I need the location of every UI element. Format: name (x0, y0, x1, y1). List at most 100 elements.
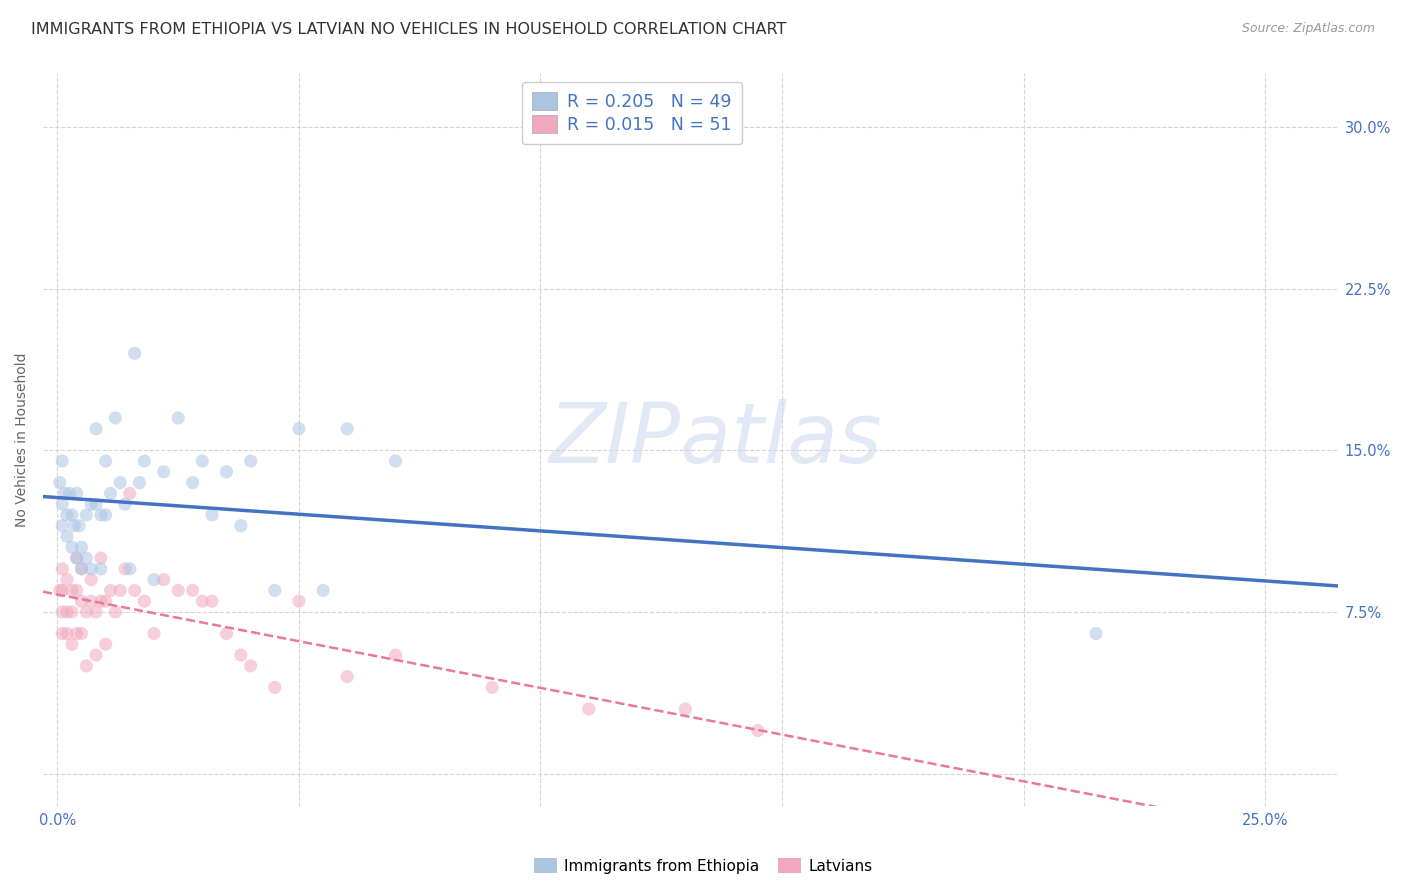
Point (56, 508, 79, 522)
Point (229, 648, 252, 662)
Text: IMMIGRANTS FROM ETHIOPIA VS LATVIAN NO VEHICLES IN HOUSEHOLD CORRELATION CHART: IMMIGRANTS FROM ETHIOPIA VS LATVIAN NO V… (31, 22, 786, 37)
Point (66, 551, 89, 566)
Point (118, 486, 141, 500)
Point (108, 475, 131, 490)
Point (288, 594, 311, 608)
Point (384, 648, 406, 662)
Point (100, 486, 122, 500)
Point (312, 583, 335, 598)
Point (263, 583, 285, 598)
Legend: R = 0.205   N = 49, R = 0.015   N = 51: R = 0.205 N = 49, R = 0.015 N = 51 (522, 82, 742, 145)
Point (104, 411, 127, 425)
Point (70, 562, 93, 576)
Point (56, 529, 79, 543)
Point (90, 594, 112, 608)
Point (1085, 626, 1108, 640)
Point (53, 486, 76, 500)
Point (80, 573, 103, 587)
Point (134, 594, 156, 608)
Point (124, 583, 146, 598)
Point (60, 508, 83, 522)
Point (51, 562, 73, 576)
Point (84, 605, 107, 619)
Point (114, 497, 136, 511)
Point (191, 454, 214, 468)
Point (56, 626, 79, 640)
Point (90, 508, 112, 522)
Point (49, 583, 72, 598)
Point (75, 605, 97, 619)
Point (60, 583, 83, 598)
Point (108, 583, 131, 598)
Point (51, 497, 73, 511)
Point (201, 594, 224, 608)
Point (124, 346, 146, 360)
Point (70, 626, 93, 640)
Point (747, 723, 769, 738)
Point (94, 508, 117, 522)
Point (336, 422, 359, 436)
Point (49, 475, 72, 490)
Point (84, 422, 107, 436)
Point (75, 658, 97, 673)
Y-axis label: No Vehicles in Household: No Vehicles in Household (15, 352, 30, 527)
Point (239, 658, 262, 673)
Point (288, 422, 311, 436)
Point (80, 497, 103, 511)
Point (128, 475, 150, 490)
Point (56, 605, 79, 619)
Point (51, 518, 73, 533)
Point (60, 541, 83, 555)
Point (94, 594, 117, 608)
Point (481, 681, 503, 695)
Point (66, 486, 89, 500)
Point (143, 626, 166, 640)
Point (215, 465, 238, 479)
Point (80, 562, 103, 576)
Point (100, 583, 122, 598)
Point (229, 518, 252, 533)
Point (201, 508, 224, 522)
Legend: Immigrants from Ethiopia, Latvians: Immigrants from Ethiopia, Latvians (527, 852, 879, 880)
Point (70, 594, 93, 608)
Point (143, 573, 166, 587)
Point (75, 551, 97, 566)
Point (152, 573, 174, 587)
Point (134, 454, 156, 468)
Point (152, 465, 174, 479)
Point (181, 475, 204, 490)
Point (66, 551, 89, 566)
Point (239, 454, 262, 468)
Point (66, 626, 89, 640)
Point (336, 670, 359, 684)
Point (191, 594, 214, 608)
Point (215, 626, 238, 640)
Text: Source: ZipAtlas.com: Source: ZipAtlas.com (1241, 22, 1375, 36)
Point (263, 681, 285, 695)
Point (63, 518, 86, 533)
Point (66, 583, 89, 598)
Point (578, 702, 600, 716)
Point (51, 583, 73, 598)
Point (60, 637, 83, 651)
Point (181, 583, 204, 598)
Point (167, 411, 190, 425)
Point (114, 562, 136, 576)
Point (58, 486, 80, 500)
Point (90, 562, 112, 576)
Point (75, 508, 97, 522)
Point (94, 637, 117, 651)
Point (84, 497, 107, 511)
Point (167, 583, 190, 598)
Point (70, 562, 93, 576)
Point (56, 573, 79, 587)
Point (51, 454, 73, 468)
Point (84, 648, 107, 662)
Point (104, 605, 127, 619)
Point (80, 594, 103, 608)
Point (118, 562, 141, 576)
Point (60, 605, 83, 619)
Text: ZIPatlas: ZIPatlas (550, 399, 883, 480)
Point (51, 605, 73, 619)
Point (70, 541, 93, 555)
